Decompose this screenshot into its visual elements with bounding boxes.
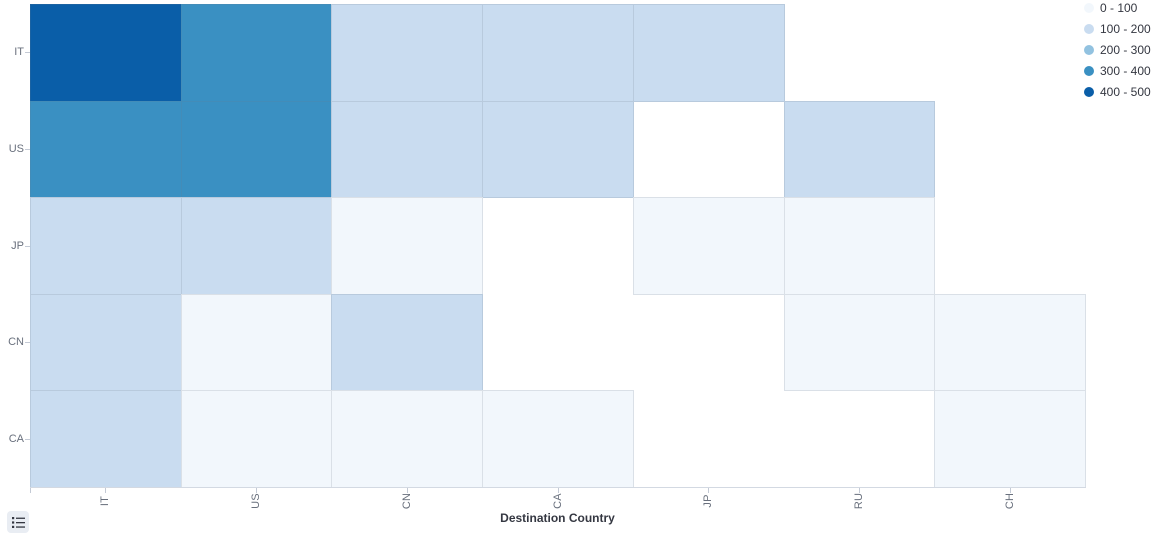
x-axis-tick <box>1009 488 1011 493</box>
y-axis-tick <box>25 52 30 54</box>
heatmap-cell-CA-CH[interactable] <box>934 390 1086 488</box>
heatmap-cell-CN-US[interactable] <box>180 293 333 392</box>
legend-swatch-icon <box>1084 24 1094 34</box>
legend-label: 400 - 500 <box>1100 85 1151 99</box>
x-axis-tick <box>256 488 258 493</box>
heatmap-cell-CN-IT[interactable] <box>30 293 182 392</box>
list-icon <box>11 516 25 529</box>
y-axis-label-CA: CA <box>8 432 24 445</box>
legend-item[interactable]: 400 - 500 <box>1084 86 1151 98</box>
heatmap-cell-CA-CA[interactable] <box>482 390 634 488</box>
heatmap-cell-IT-US[interactable] <box>180 4 333 102</box>
x-axis-tick <box>406 488 408 493</box>
legend-toggle-button[interactable] <box>7 511 29 533</box>
heatmap-cell-IT-CN[interactable] <box>331 4 484 102</box>
y-axis-tick <box>25 245 30 247</box>
heatmap-cell-CN-CN[interactable] <box>331 293 484 392</box>
legend-item[interactable]: 100 - 200 <box>1084 23 1151 35</box>
y-axis-label-US: US <box>8 142 24 155</box>
x-axis-tick <box>858 488 860 493</box>
heatmap-cell-CN-RU[interactable] <box>783 293 936 392</box>
x-axis-tick <box>30 488 31 493</box>
legend-swatch-icon <box>1084 3 1094 13</box>
y-axis-tick <box>25 438 30 440</box>
x-axis-tick <box>557 488 559 493</box>
legend-swatch-icon <box>1084 66 1094 76</box>
heatmap-cell-CA-CN[interactable] <box>331 390 484 488</box>
y-axis-label-JP: JP <box>11 239 24 252</box>
y-axis-tick <box>25 148 30 150</box>
heatmap-cell-CA-US[interactable] <box>180 390 333 488</box>
x-axis-line <box>30 487 1086 488</box>
y-axis-label-IT: IT <box>14 46 24 59</box>
heatmap-cell-JP-JP[interactable] <box>632 197 785 295</box>
heatmap-cell-US-US[interactable] <box>180 100 333 199</box>
heatmap-plot-area <box>30 4 1086 488</box>
y-axis-tick <box>25 342 30 344</box>
legend-label: 100 - 200 <box>1100 22 1151 36</box>
heatmap-cell-US-CN[interactable] <box>331 100 484 199</box>
legend-item[interactable]: 0 - 100 <box>1084 2 1151 14</box>
legend-item[interactable]: 300 - 400 <box>1084 65 1151 77</box>
x-axis-title: Destination Country <box>500 511 615 525</box>
heatmap-cell-US-CA[interactable] <box>482 100 634 199</box>
heatmap-cell-CA-IT[interactable] <box>30 390 182 488</box>
heatmap-cell-JP-CN[interactable] <box>331 197 484 295</box>
x-axis-tick <box>708 488 710 493</box>
heatmap-cell-JP-US[interactable] <box>180 197 333 295</box>
heatmap-cell-US-IT[interactable] <box>30 100 182 199</box>
legend: 0 - 100 100 - 200 200 - 300 300 - 400 400 - … <box>1084 2 1151 98</box>
heatmap-cell-IT-CA[interactable] <box>482 4 634 102</box>
legend-item[interactable]: 200 - 300 <box>1084 44 1151 56</box>
y-axis-label-CN: CN <box>8 336 24 349</box>
x-axis-tick <box>105 488 107 493</box>
heatmap-cell-CN-CH[interactable] <box>934 293 1086 392</box>
legend-label: 300 - 400 <box>1100 64 1151 78</box>
heatmap-cell-JP-IT[interactable] <box>30 197 182 295</box>
legend-swatch-icon <box>1084 87 1094 97</box>
legend-swatch-icon <box>1084 45 1094 55</box>
heatmap-cell-IT-IT[interactable] <box>30 4 182 102</box>
heatmap-cell-IT-JP[interactable] <box>632 4 785 102</box>
legend-label: 0 - 100 <box>1100 1 1138 15</box>
heatmap-cell-JP-RU[interactable] <box>783 197 936 295</box>
heatmap-cell-US-RU[interactable] <box>783 100 936 199</box>
legend-label: 200 - 300 <box>1100 43 1151 57</box>
